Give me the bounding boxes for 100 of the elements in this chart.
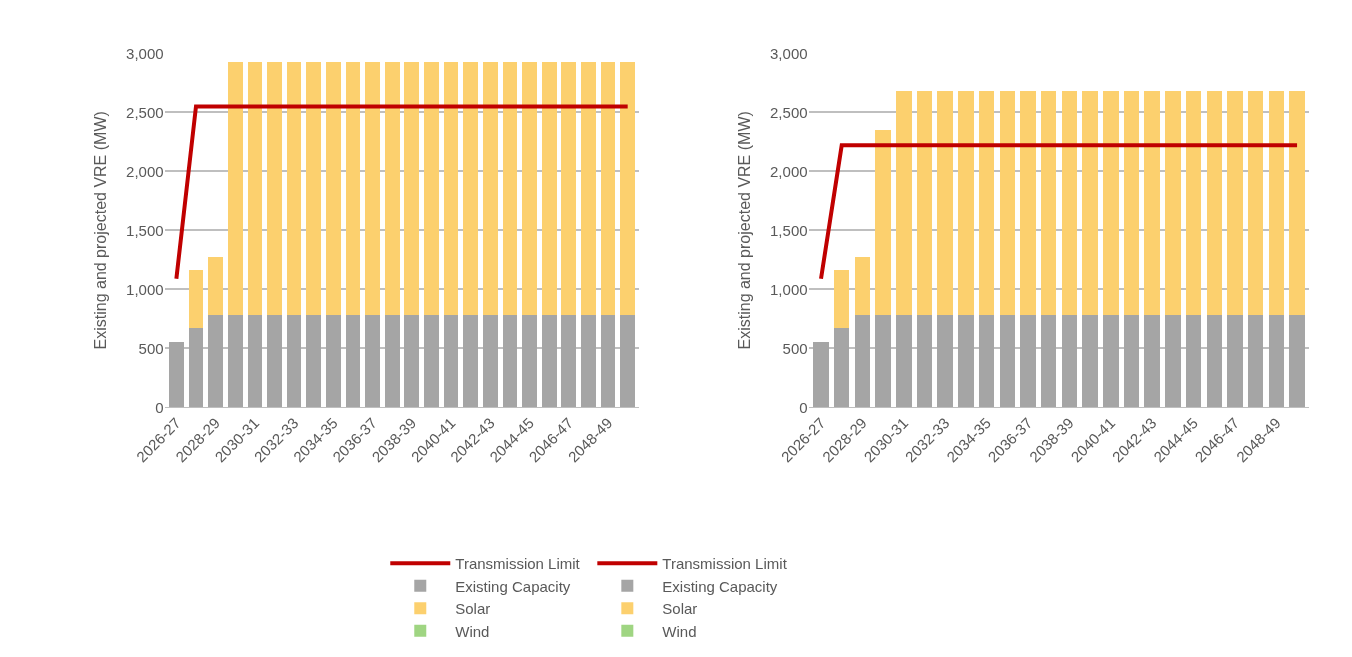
legend-label: Transmission Limit [662, 555, 788, 573]
bar [978, 91, 995, 316]
bar [247, 315, 263, 408]
bar [227, 61, 243, 316]
y-tick-label: 2,000 [770, 162, 808, 180]
bar [522, 315, 537, 408]
bar [443, 61, 459, 316]
bar [482, 315, 498, 408]
y-tick-label: 0 [155, 398, 164, 416]
bar [208, 257, 223, 316]
bar [1227, 91, 1243, 316]
bar [541, 315, 557, 408]
bar [522, 61, 537, 316]
bar [854, 257, 871, 316]
y-tick-label: 3,000 [770, 44, 808, 62]
bar [916, 91, 933, 316]
bar [561, 61, 577, 316]
bar [937, 315, 953, 408]
bar [999, 91, 1016, 316]
legend-label: Solar [455, 600, 491, 618]
bar [561, 315, 577, 408]
bar [1020, 91, 1036, 316]
bar [463, 315, 479, 408]
bar [1103, 91, 1119, 316]
bar [1227, 315, 1243, 408]
bar [896, 91, 912, 316]
bar [600, 61, 616, 316]
bar [365, 61, 380, 316]
y-tick-label: 500 [138, 339, 164, 357]
y-tick-label: 1,500 [126, 221, 164, 239]
bar [404, 315, 420, 408]
bar [833, 327, 850, 408]
legend-label: Wind [662, 622, 697, 640]
bar [188, 270, 204, 328]
bar [854, 315, 871, 408]
bar [813, 342, 829, 408]
bar [502, 315, 518, 408]
bar [1268, 315, 1285, 408]
bar [1144, 91, 1160, 316]
bar [999, 315, 1016, 408]
bar [267, 61, 282, 316]
bar [1289, 91, 1305, 316]
bar [345, 61, 361, 316]
bar [424, 315, 439, 408]
bar [1123, 91, 1140, 316]
bar [267, 315, 282, 408]
bar [1082, 315, 1098, 408]
bar [896, 315, 912, 408]
bar [1165, 91, 1181, 316]
legend-label: Transmission Limit [455, 555, 581, 573]
legend-label: Solar [662, 600, 698, 618]
bar [833, 270, 850, 328]
bar [1020, 315, 1036, 408]
y-axis-title: Existing and projected VRE (MW) [735, 111, 753, 350]
bar [286, 61, 302, 316]
bar [1185, 91, 1202, 316]
bar [424, 61, 439, 316]
bar [443, 315, 459, 408]
bar [326, 61, 341, 316]
y-axis-title: Existing and projected VRE (MW) [91, 111, 109, 350]
bar [978, 315, 995, 408]
bar [169, 342, 184, 408]
bar [247, 61, 263, 316]
bar [875, 129, 891, 316]
bar [306, 61, 322, 316]
bar [1289, 315, 1305, 408]
bar [306, 315, 322, 408]
bar [937, 91, 953, 316]
bar [1061, 315, 1078, 408]
bar [1247, 91, 1264, 316]
y-tick-label: 2,000 [126, 162, 164, 180]
bar [916, 315, 933, 408]
legend-label: Existing Capacity [662, 577, 778, 595]
y-tick-label: 1,000 [126, 280, 164, 298]
bar [482, 61, 498, 316]
y-tick-label: 2,500 [126, 103, 164, 121]
bar [365, 315, 380, 408]
y-tick-label: 1,500 [770, 221, 808, 239]
bar [1061, 91, 1078, 316]
bar [1268, 91, 1285, 316]
bar [875, 315, 891, 408]
bar [188, 327, 204, 408]
bar [1185, 315, 1202, 408]
bar [1165, 315, 1181, 408]
bar [620, 315, 636, 408]
bar [581, 61, 596, 316]
bar [581, 315, 596, 408]
bar [600, 315, 616, 408]
bar [384, 315, 400, 408]
bar [1040, 315, 1057, 408]
bar [1206, 315, 1223, 408]
bar [345, 315, 361, 408]
bar [958, 315, 974, 408]
y-tick-label: 2,500 [770, 103, 808, 121]
bar [502, 61, 518, 316]
bar [1082, 91, 1098, 316]
bar [1123, 315, 1140, 408]
bar [958, 91, 974, 316]
bar [620, 61, 636, 316]
bar [286, 315, 302, 408]
